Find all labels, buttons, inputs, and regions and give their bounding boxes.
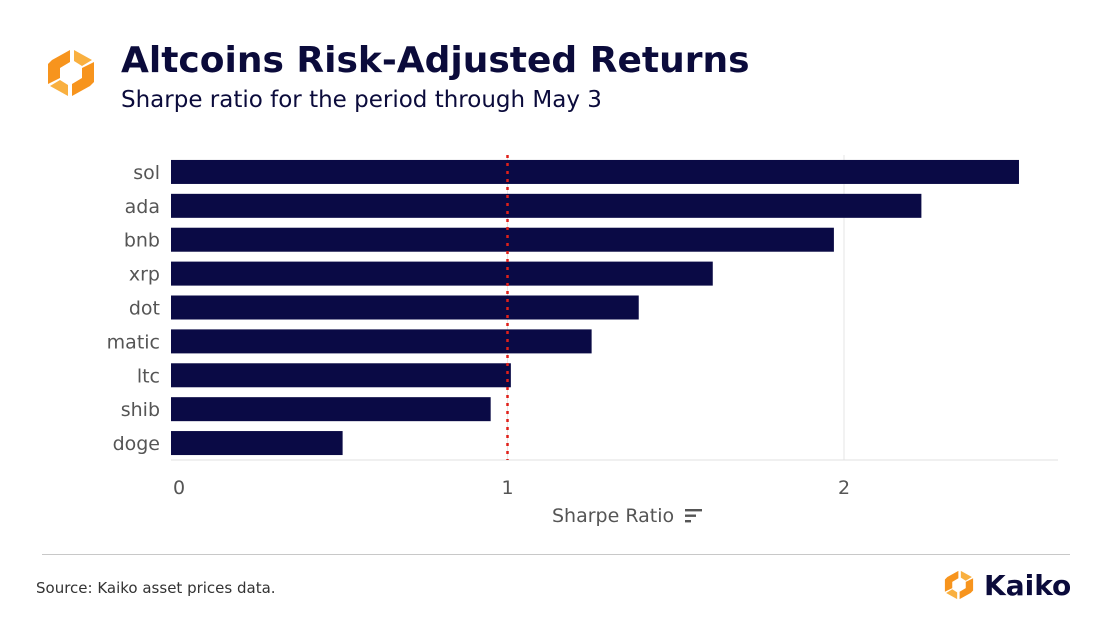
bar-doge [171,431,343,456]
kaiko-logo-icon [48,50,94,96]
x-tick-label: 0 [173,477,185,499]
chart-title: Altcoins Risk-Adjusted Returns [121,40,750,81]
bar-dot [171,295,639,320]
category-label-ada: ada [125,196,160,218]
category-label-sol: sol [133,162,160,184]
brand-name: Kaiko [984,568,1072,602]
category-label-dot: dot [129,298,160,320]
category-label-matic: matic [107,331,160,353]
x-axis-title: Sharpe Ratio [552,505,675,527]
brand-logo: Kaiko [940,566,1071,604]
footer-divider [42,554,1070,555]
bar-shib [171,397,491,422]
bar-xrp [171,261,713,286]
x-axis-title-group: Sharpe Ratio [552,505,704,527]
kaiko-brand-icon [944,570,974,600]
bar-ltc [171,363,511,388]
bar-ada [171,193,922,218]
category-label-shib: shib [121,399,160,421]
bar-matic [171,329,592,354]
sort-icon[interactable] [684,507,704,525]
chart-subtitle: Sharpe ratio for the period through May … [121,87,602,113]
source-note: Source: Kaiko asset prices data. [36,579,276,597]
category-label-bnb: bnb [124,230,160,252]
category-label-ltc: ltc [137,365,160,387]
x-tick-label: 1 [501,477,513,499]
bar-sol [171,159,1019,184]
category-label-xrp: xrp [129,264,160,286]
x-tick-label: 2 [838,477,850,499]
bar-bnb [171,227,834,252]
category-label-doge: doge [113,433,160,455]
